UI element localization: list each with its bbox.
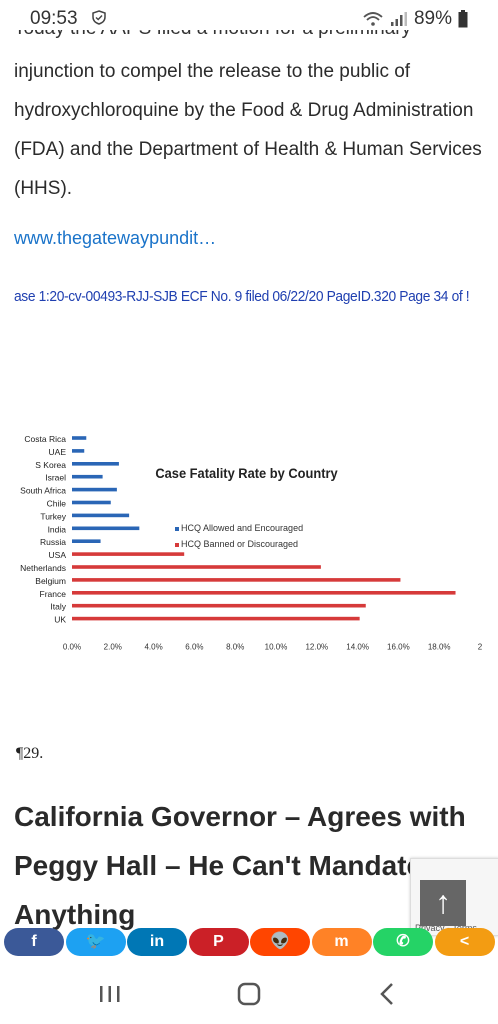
home-button[interactable]: [229, 978, 269, 1010]
category-label: Israel: [45, 473, 66, 483]
share-whatsapp-button[interactable]: ✆: [373, 928, 433, 956]
x-tick-label: 14.0%: [346, 643, 369, 652]
back-button[interactable]: [368, 978, 408, 1010]
mix-icon: m: [334, 933, 349, 950]
linkedin-icon: in: [149, 933, 165, 950]
x-tick-label: 8.0%: [226, 643, 244, 652]
share-facebook-button[interactable]: f: [4, 928, 64, 956]
android-nav-bar: [0, 964, 498, 1024]
category-label: France: [40, 589, 67, 599]
status-indicators: 89%: [362, 8, 468, 30]
status-time: 09:53: [30, 8, 78, 29]
case-fatality-chart: Costa Rica UAE S Korea Israel South Africa Ch…: [20, 434, 483, 652]
category-label: Belgium: [35, 576, 66, 586]
share-linkedin-button[interactable]: in: [127, 928, 187, 956]
bar: [72, 513, 130, 518]
share-twitter-button[interactable]: 🐦: [65, 928, 126, 956]
shield-icon: [92, 10, 106, 25]
article-paragraph: injunction to compel the release to the …: [14, 61, 482, 199]
battery-icon: [458, 10, 468, 28]
category-label: USA: [49, 550, 67, 560]
status-bar: 09:53 89%: [0, 0, 498, 36]
bar: [72, 603, 366, 608]
category-label: UK: [54, 615, 66, 625]
source-link[interactable]: www.thegatewaypundit…: [14, 228, 217, 248]
x-tick-label: 12.0%: [305, 643, 328, 652]
x-tick-label: 10.0%: [265, 643, 288, 652]
category-label: Russia: [40, 537, 66, 547]
more-icon: <: [459, 933, 470, 950]
share-more-button[interactable]: <: [434, 928, 495, 956]
x-tick-label: 16.0%: [387, 643, 410, 652]
cut-off-line: Today the AAPS filed a motion for a prel…: [14, 30, 484, 40]
x-tick-label: 4.0%: [144, 643, 162, 652]
facebook-icon: f: [31, 933, 37, 950]
category-label: UAE: [49, 447, 67, 457]
signal-icon: [390, 12, 407, 26]
x-tick-label: 18.0%: [428, 643, 451, 652]
reddit-icon: 👽: [270, 933, 290, 950]
legend-swatch: [175, 527, 179, 531]
court-document-image: ase 1:20-cv-00493-RJJ-SJB ECF No. 9 file…: [10, 280, 484, 800]
bar: [72, 474, 103, 479]
share-mix-button[interactable]: m: [311, 928, 372, 956]
x-tick-label: 0.0%: [63, 643, 81, 652]
battery-percent: 89%: [413, 8, 452, 29]
pinterest-icon: P: [213, 933, 224, 950]
bar: [72, 539, 101, 543]
category-label: Costa Rica: [24, 434, 66, 444]
x-tick-label: 6.0%: [185, 643, 203, 652]
x-tick-label: 2.0%: [104, 643, 122, 652]
article-heading[interactable]: California Governor – Agrees with Peggy …: [14, 801, 466, 930]
category-label: Netherlands: [20, 563, 66, 573]
bar: [72, 436, 87, 440]
category-label: India: [48, 524, 67, 534]
recent-apps-button[interactable]: [90, 978, 130, 1010]
chart-title: Case Fatality Rate by Country: [155, 466, 338, 482]
category-label: Turkey: [40, 511, 66, 521]
x-tick-label: 2: [478, 643, 483, 652]
paragraph-number: ¶29.: [16, 745, 44, 762]
bar: [72, 449, 85, 453]
share-reddit-button[interactable]: 👽: [250, 928, 310, 956]
twitter-icon: 🐦: [85, 933, 106, 950]
bar: [72, 552, 185, 556]
whatsapp-icon: ✆: [396, 933, 410, 950]
category-label: S Korea: [35, 460, 66, 470]
category-label: South Africa: [20, 486, 66, 496]
category-label: Chile: [47, 499, 67, 509]
share-pinterest-button[interactable]: P: [188, 928, 249, 956]
legend-label: HCQ Allowed and Encouraged: [181, 523, 303, 533]
bar: [72, 526, 140, 531]
bar: [72, 591, 456, 595]
wifi-icon: [363, 12, 383, 26]
bar: [72, 500, 111, 505]
bar: [72, 616, 360, 621]
bar: [72, 462, 119, 466]
scroll-to-top-button[interactable]: ↑: [420, 880, 466, 926]
legend-swatch: [175, 543, 179, 547]
bar: [72, 565, 321, 569]
bar: [72, 487, 117, 492]
legend-label: HCQ Banned or Discouraged: [181, 539, 298, 549]
share-bar: f 🐦 in P 👽 m ✆ <: [0, 928, 498, 956]
category-label: Italy: [50, 602, 66, 612]
document-header: ase 1:20-cv-00493-RJJ-SJB ECF No. 9 file…: [14, 288, 470, 305]
bar: [72, 578, 401, 582]
